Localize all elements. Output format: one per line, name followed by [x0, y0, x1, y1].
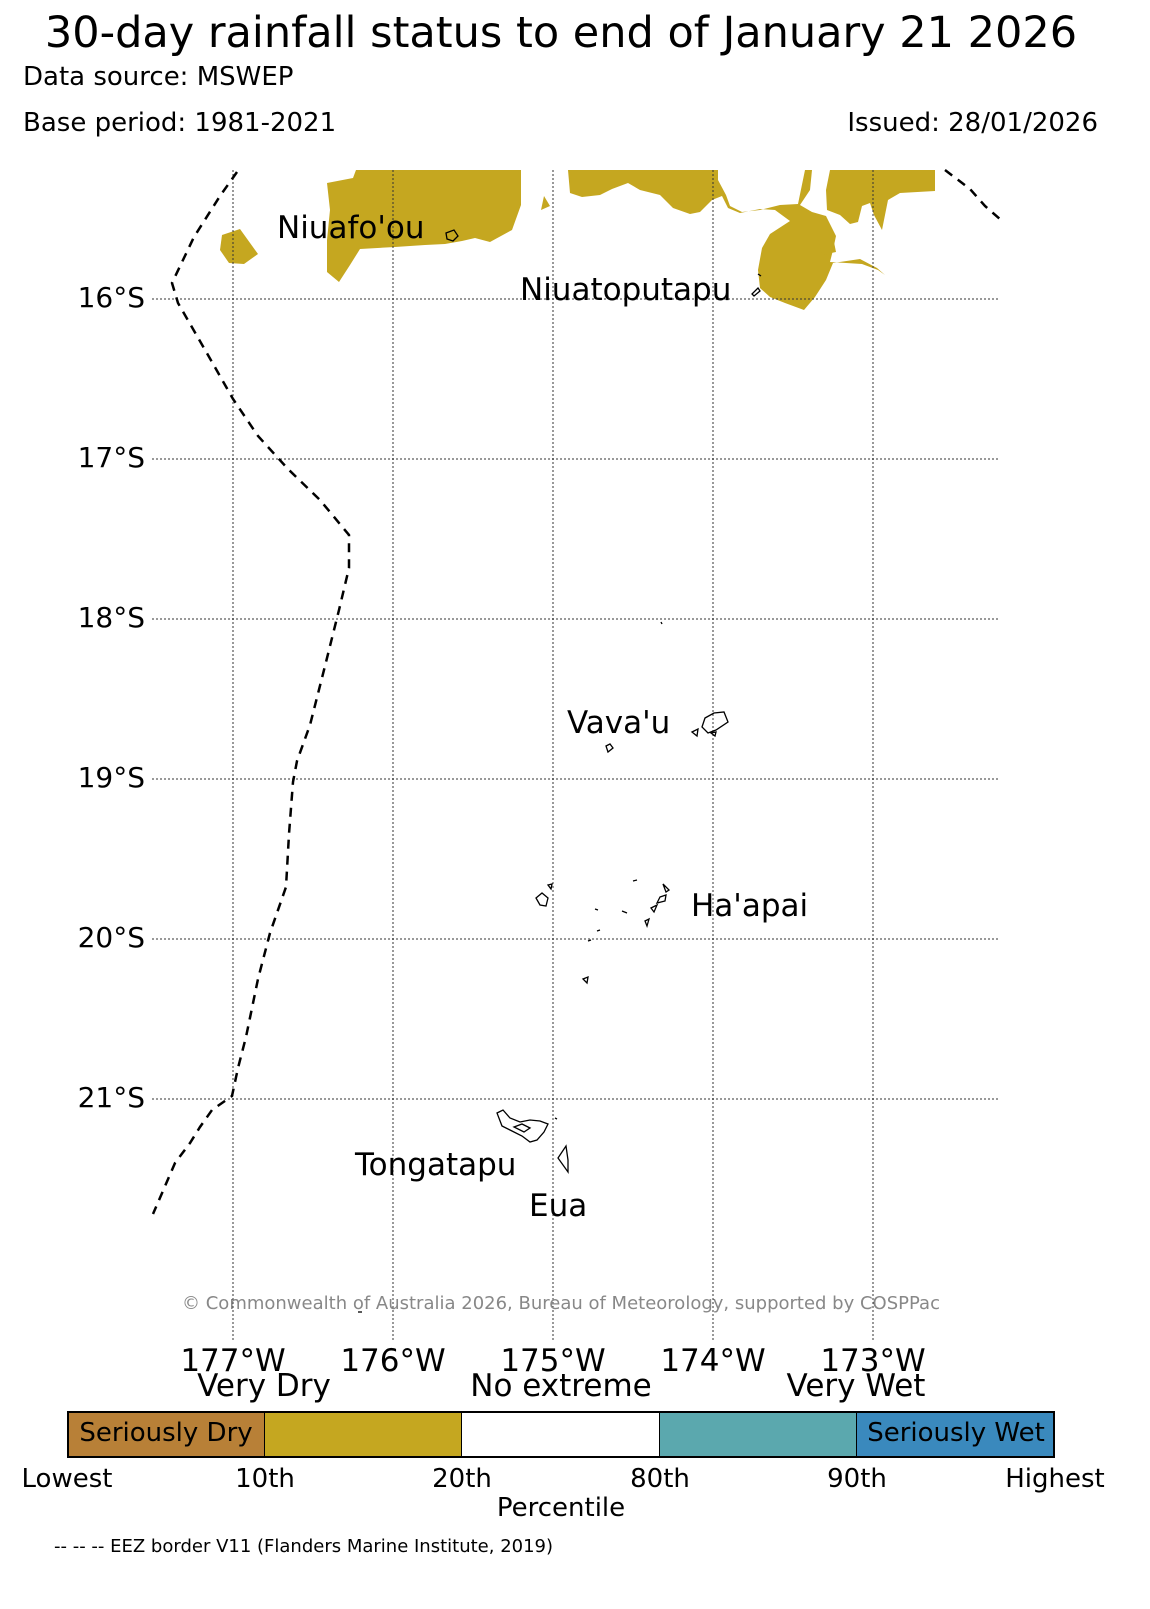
legend-swatch-no-extreme — [462, 1411, 660, 1457]
place-vavau: Vava'u — [567, 705, 671, 741]
legend-axis-label: Percentile — [496, 1493, 626, 1523]
legend-tick-highest: Highest — [1005, 1464, 1105, 1494]
lon-label-173w: 173°W — [820, 1343, 926, 1379]
lat-label-18s: 18°S — [77, 601, 145, 634]
legend-swatch-seriously-wet — [857, 1411, 1055, 1457]
copyright-notice: © Commonwealth of Australia 2026, Bureau… — [182, 1293, 940, 1314]
lon-label-176w: 176°W — [340, 1343, 446, 1379]
lat-label-20s: 20°S — [77, 921, 145, 954]
legend-tick-lowest: Lowest — [21, 1464, 113, 1494]
legend-header-no-extreme: No extreme — [470, 1368, 652, 1404]
legend-swatch-very-wet — [660, 1411, 857, 1457]
base-period: Base period: 1981-2021 — [23, 108, 337, 138]
graticule — [152, 170, 1000, 1340]
legend-swatch-very-dry — [265, 1411, 462, 1457]
legend-header-very-wet: Very Wet — [786, 1368, 926, 1404]
lon-label-177w: 177°W — [180, 1343, 286, 1379]
place-niuafoou: Niuafo'ou — [277, 210, 425, 246]
haapai-islands — [535, 892, 549, 907]
legend-label-seriously-wet: Seriously Wet — [867, 1418, 1045, 1448]
niuatoputapu-island — [751, 286, 761, 297]
place-niuatoputapu: Niuatoputapu — [520, 272, 732, 308]
legend-header-very-dry: Very Dry — [197, 1368, 331, 1404]
lat-label-17s: 17°S — [77, 441, 145, 474]
eua-island — [557, 1144, 569, 1175]
legend-swatch-seriously-dry — [67, 1411, 265, 1457]
tongatapu-island — [496, 1109, 549, 1143]
vavau-island — [701, 711, 729, 734]
legend-label-seriously-dry: Seriously Dry — [79, 1418, 253, 1448]
eez-border — [151, 169, 1002, 1215]
issued-date: Issued: 28/01/2026 — [847, 108, 1098, 138]
legend-tick-80th: 80th — [630, 1464, 690, 1494]
data-source: Data source: MSWEP — [23, 62, 294, 92]
chart-title: 30-day rainfall status to end of January… — [44, 8, 1078, 58]
place-haapai: Ha'apai — [691, 888, 809, 924]
lon-label-174w: 174°W — [660, 1343, 766, 1379]
lon-label-175w: 175°W — [500, 1343, 606, 1379]
legend-tick-10th: 10th — [235, 1464, 295, 1494]
lat-label-16s: 16°S — [77, 281, 145, 314]
lat-label-19s: 19°S — [77, 761, 145, 794]
lat-label-21s: 21°S — [77, 1081, 145, 1114]
legend-tick-90th: 90th — [827, 1464, 887, 1494]
very-dry-region — [220, 170, 935, 310]
eez-footnote: -- -- -- EEZ border V11 (Flanders Marine… — [54, 1536, 554, 1557]
islands — [358, 229, 762, 1313]
niuafoou-island — [445, 229, 459, 242]
legend-tick-20th: 20th — [432, 1464, 492, 1494]
place-tongatapu: Tongatapu — [355, 1147, 517, 1183]
place-eua: Eua — [529, 1188, 588, 1224]
legend-bar-frame — [67, 1411, 1055, 1458]
